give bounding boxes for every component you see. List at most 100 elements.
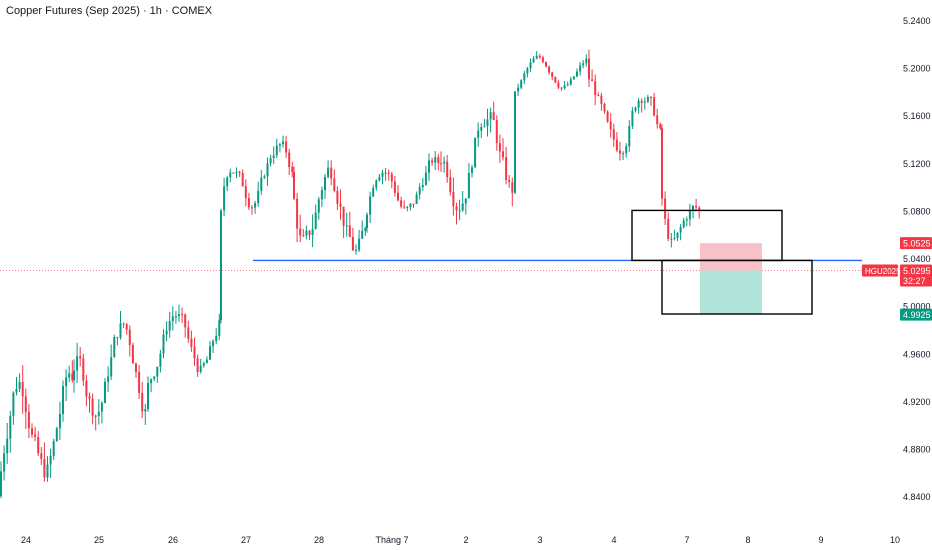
candle <box>415 191 418 205</box>
countdown-timer: 32:27 <box>903 276 926 286</box>
x-tick-label: 24 <box>21 535 31 545</box>
overlays-group <box>0 209 862 315</box>
x-tick-label: Tháng 7 <box>375 535 408 545</box>
candle <box>223 177 226 216</box>
candle <box>474 137 477 168</box>
candle <box>91 393 94 425</box>
y-tick-label: 5.0400 <box>903 254 931 264</box>
candle <box>62 380 64 422</box>
candle <box>682 217 685 229</box>
y-tick-label: 5.1200 <box>903 159 931 169</box>
candle <box>560 87 563 91</box>
candle <box>43 442 46 482</box>
candle <box>232 172 235 174</box>
candle <box>251 205 253 215</box>
candle <box>483 118 486 128</box>
y-tick-label: 4.9200 <box>903 397 931 407</box>
candle <box>461 190 464 212</box>
candle <box>257 181 260 207</box>
candle <box>37 431 40 456</box>
candle <box>424 165 427 186</box>
candle <box>418 183 421 200</box>
candle <box>446 154 449 183</box>
candle <box>209 340 211 360</box>
candle <box>406 206 409 212</box>
x-tick-label: 9 <box>818 535 823 545</box>
target-box[interactable] <box>661 259 813 315</box>
candle <box>369 191 372 224</box>
candle <box>15 376 18 396</box>
y-tick-label: 5.2000 <box>903 64 931 74</box>
candle <box>144 404 147 425</box>
candle <box>3 445 6 481</box>
candle <box>131 342 134 364</box>
candle <box>122 322 125 329</box>
candle <box>193 337 196 366</box>
candle <box>566 81 569 87</box>
candle <box>412 203 415 208</box>
candle <box>293 166 295 200</box>
candle <box>31 423 33 438</box>
candle <box>314 204 317 230</box>
candle <box>569 76 572 86</box>
x-tick-label: 4 <box>611 535 616 545</box>
candle <box>643 97 646 110</box>
candle <box>171 306 174 331</box>
candle <box>650 96 652 106</box>
y-tick-label: 5.2400 <box>903 16 931 26</box>
candle <box>514 91 516 195</box>
candle <box>302 228 305 237</box>
candle <box>659 122 662 130</box>
candle <box>244 179 247 207</box>
candle <box>199 358 202 374</box>
candle <box>653 92 656 117</box>
x-tick-label: 26 <box>168 535 178 545</box>
candle <box>594 74 597 106</box>
candle <box>187 320 190 343</box>
candle <box>113 334 116 358</box>
candle <box>174 310 177 324</box>
x-tick-label: 2 <box>463 535 468 545</box>
candle <box>116 336 119 346</box>
candle <box>378 173 381 182</box>
candle <box>190 330 193 352</box>
candle <box>492 101 495 121</box>
candle <box>159 349 162 373</box>
candle <box>266 157 269 186</box>
candle <box>235 167 238 179</box>
candle <box>458 199 461 220</box>
candle <box>107 366 110 392</box>
candle <box>317 197 320 220</box>
candle <box>591 69 594 82</box>
candle <box>339 189 342 220</box>
y-tick-label: 5.1600 <box>903 111 931 121</box>
candle <box>12 391 15 425</box>
candle <box>529 58 532 72</box>
candle <box>664 191 667 225</box>
candle <box>260 169 263 195</box>
candle <box>71 360 74 383</box>
candle <box>220 208 222 324</box>
candle <box>184 313 187 338</box>
candle <box>128 325 131 357</box>
candle <box>110 344 113 380</box>
candle <box>455 202 458 225</box>
svg-text:4.9925: 4.9925 <box>903 310 931 320</box>
candle <box>141 381 144 418</box>
candle <box>585 54 588 67</box>
candle <box>667 212 670 242</box>
candle <box>0 461 2 499</box>
candle <box>606 110 609 123</box>
candle <box>9 410 12 453</box>
candle <box>49 448 52 479</box>
candle <box>366 212 368 233</box>
candle <box>229 168 232 183</box>
stop-loss-zone[interactable] <box>700 243 762 271</box>
candle <box>21 365 24 414</box>
take-profit-zone[interactable] <box>700 270 762 315</box>
candle <box>296 193 299 243</box>
candle <box>520 79 523 90</box>
candle <box>467 163 470 199</box>
candle <box>351 227 354 252</box>
